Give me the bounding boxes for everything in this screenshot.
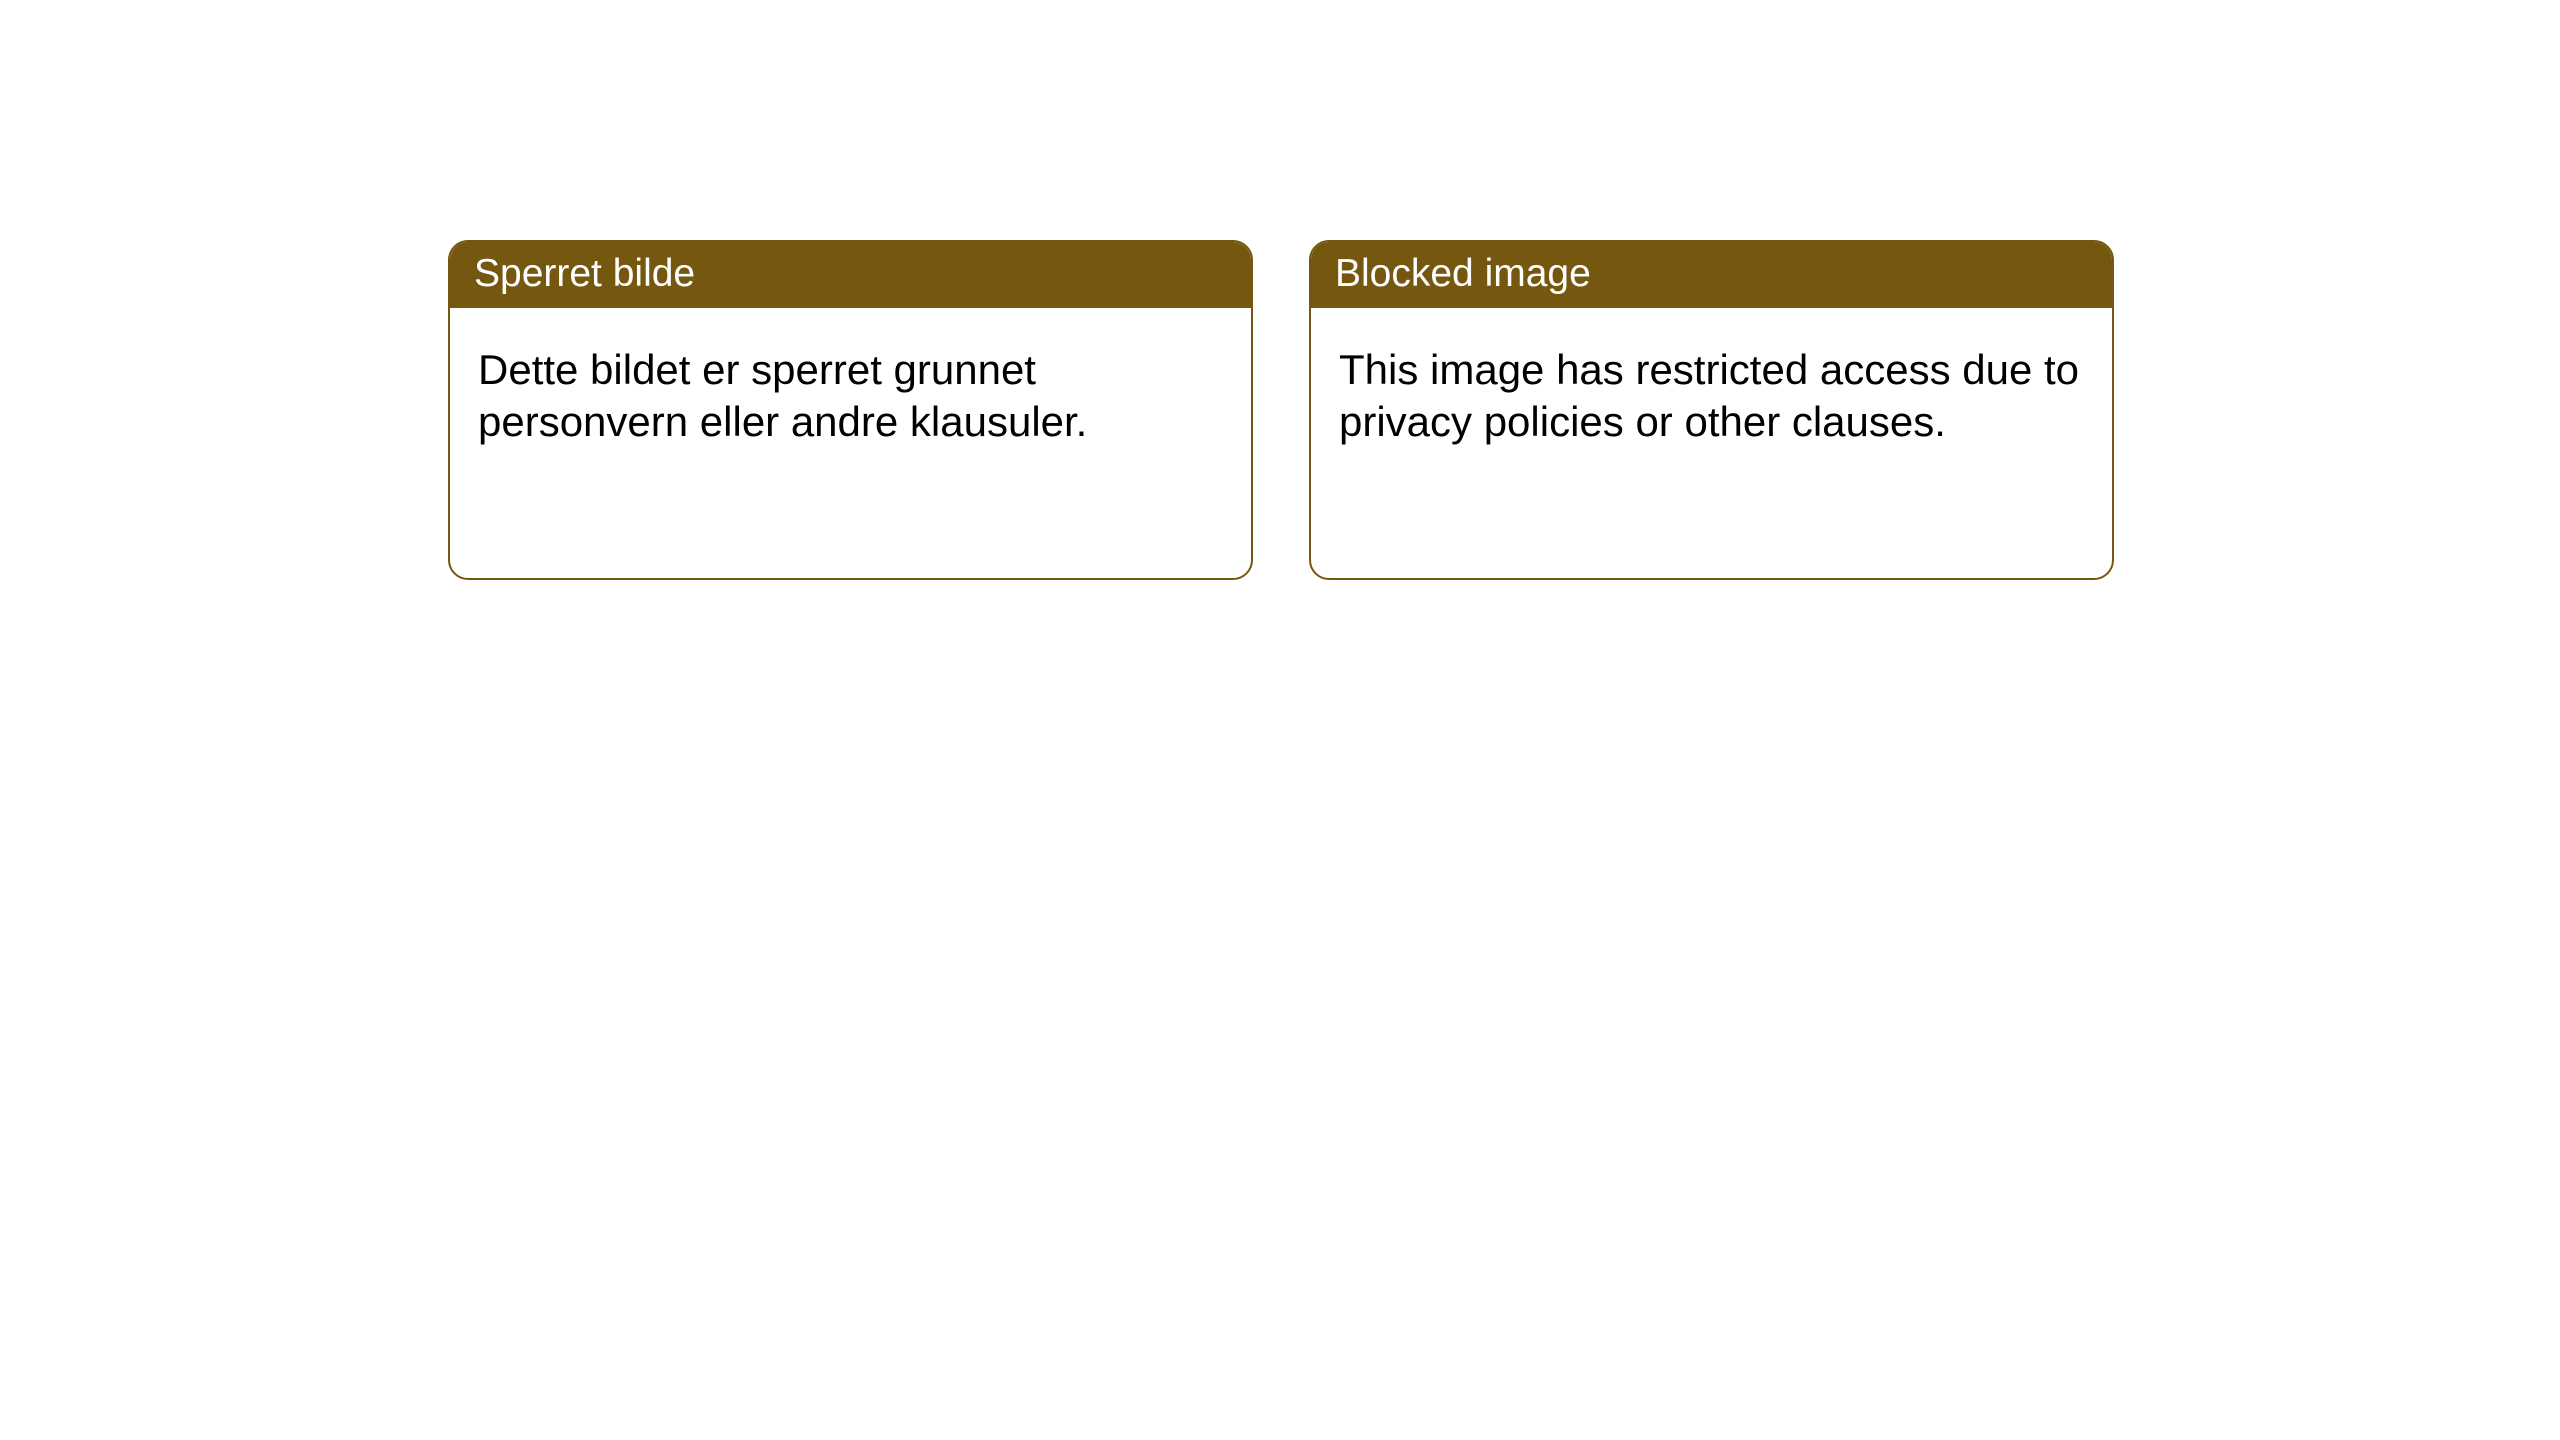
notice-body: Dette bildet er sperret grunnet personve… — [450, 308, 1251, 578]
notice-header: Sperret bilde — [450, 242, 1251, 308]
notice-body: This image has restricted access due to … — [1311, 308, 2112, 578]
notice-header: Blocked image — [1311, 242, 2112, 308]
notice-container: Sperret bilde Dette bildet er sperret gr… — [0, 0, 2560, 580]
notice-card-norwegian: Sperret bilde Dette bildet er sperret gr… — [448, 240, 1253, 580]
notice-card-english: Blocked image This image has restricted … — [1309, 240, 2114, 580]
